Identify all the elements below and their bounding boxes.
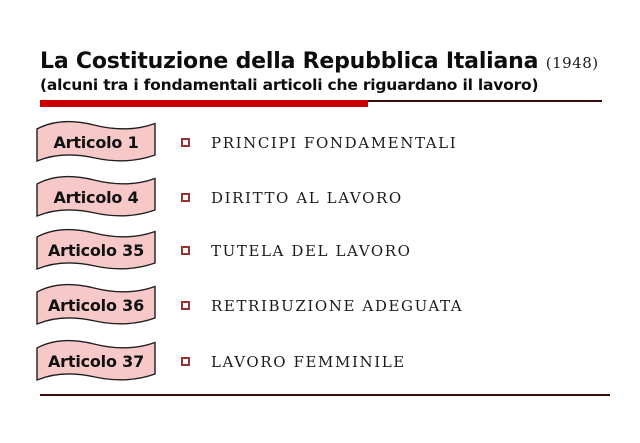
article-banner: Articolo 36: [34, 282, 158, 328]
article-row: Articolo 36 RETRIBUZIONE ADEGUATA: [34, 282, 624, 328]
article-row: Articolo 4 DIRITTO AL LAVORO: [34, 174, 624, 220]
article-badge-label: Articolo 1: [53, 133, 139, 152]
article-badge-label: Articolo 35: [48, 241, 144, 260]
article-badge-label: Articolo 37: [48, 352, 144, 371]
article-row: Articolo 37 LAVORO FEMMINILE: [34, 338, 624, 384]
article-banner: Articolo 37: [34, 338, 158, 384]
article-title: RETRIBUZIONE ADEGUATA: [211, 296, 464, 315]
article-banner: Articolo 4: [34, 174, 158, 220]
article-title: DIRITTO AL LAVORO: [211, 188, 403, 207]
article-title: LAVORO FEMMINILE: [211, 352, 406, 371]
square-bullet-icon: [181, 192, 190, 202]
page-subtitle: (alcuni tra i fondamentali articoli che …: [40, 76, 539, 94]
title-text: La Costituzione della Repubblica Italian…: [40, 49, 539, 74]
title-year: (1948): [545, 54, 599, 72]
article-badge-label: Articolo 4: [53, 188, 139, 207]
square-bullet-icon: [181, 137, 190, 147]
square-bullet-icon: [181, 245, 190, 255]
article-title: TUTELA DEL LAVORO: [211, 241, 412, 260]
article-row: Articolo 35 TUTELA DEL LAVORO: [34, 227, 624, 273]
header-rule-red-bar: [40, 100, 368, 107]
square-bullet-icon: [181, 356, 190, 366]
slide-header: La Costituzione della Repubblica Italian…: [40, 49, 612, 95]
article-banner: Articolo 35: [34, 227, 158, 273]
square-bullet-icon: [181, 300, 190, 310]
article-badge-label: Articolo 36: [48, 296, 144, 315]
page-title: La Costituzione della Repubblica Italian…: [40, 49, 612, 76]
article-row: Articolo 1 PRINCIPI FONDAMENTALI: [34, 119, 624, 165]
article-title: PRINCIPI FONDAMENTALI: [211, 133, 458, 152]
footer-rule-line: [40, 394, 610, 396]
article-banner: Articolo 1: [34, 119, 158, 165]
